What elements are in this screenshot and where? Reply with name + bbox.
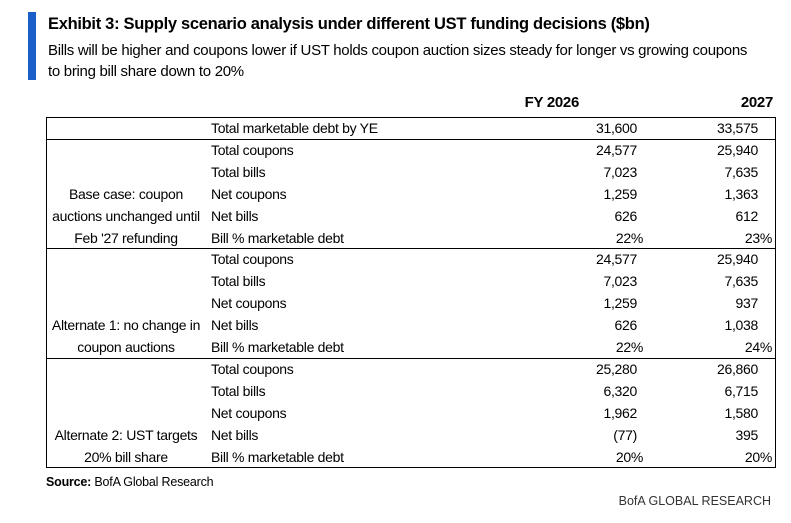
value-cell: 1,259 xyxy=(603,295,637,312)
value-cell: 22% xyxy=(615,229,643,246)
source-text: BofA Global Research xyxy=(94,475,214,489)
group-label: Feb '27 refunding xyxy=(74,229,178,246)
value-cell: 1,363 xyxy=(724,185,758,202)
value-cell: 395 xyxy=(735,426,759,443)
row-label: Net coupons xyxy=(211,404,287,421)
value-cell: 22% xyxy=(615,339,643,355)
rule xyxy=(46,248,776,250)
rule xyxy=(46,357,776,359)
value-cell: 1,259 xyxy=(603,185,637,202)
value-cell: 626 xyxy=(614,317,638,334)
group-label: Alternate 1: no change in xyxy=(51,317,201,334)
group-label: Base case: coupon xyxy=(69,185,183,202)
value-cell: 24,577 xyxy=(595,141,637,158)
source: Source: BofA Global Research xyxy=(46,475,214,489)
group-label: Alternate 2: UST targets xyxy=(54,426,198,443)
row-label: Total bills xyxy=(211,382,266,399)
value-cell: 26,860 xyxy=(716,360,758,377)
value-cell: 1,038 xyxy=(724,317,758,334)
value-cell: 33,575 xyxy=(716,120,758,136)
source-label: Source: xyxy=(46,475,92,489)
row-label: Total coupons xyxy=(211,360,294,377)
value-cell: 1,962 xyxy=(603,404,637,421)
group-label: coupon auctions xyxy=(77,339,175,355)
column-header: FY 2026 xyxy=(524,94,580,111)
value-cell: 7,023 xyxy=(603,273,637,290)
subtitle: Bills will be higher and coupons lower i… xyxy=(48,42,748,80)
row-label: Net coupons xyxy=(211,295,287,312)
value-cell: 23% xyxy=(744,229,772,246)
value-cell: 31,600 xyxy=(595,120,637,136)
row-label: Bill % marketable debt xyxy=(211,229,344,246)
value-cell: 25,940 xyxy=(716,251,758,268)
value-cell: 937 xyxy=(735,295,759,312)
value-cell: 24% xyxy=(744,339,772,355)
row-label: Net bills xyxy=(211,207,259,224)
group-label: 20% bill share xyxy=(84,448,168,465)
rule xyxy=(46,467,776,469)
value-cell: 20% xyxy=(615,448,643,465)
value-cell: 6,715 xyxy=(724,382,758,399)
row-label: Net bills xyxy=(211,317,259,334)
value-cell: 612 xyxy=(735,207,759,224)
border xyxy=(775,117,776,468)
value-cell: 25,940 xyxy=(716,141,758,158)
value-cell: 6,320 xyxy=(603,382,637,399)
border xyxy=(46,117,47,468)
row-label: Total marketable debt by YE xyxy=(211,120,378,136)
row-label: Total bills xyxy=(211,163,266,180)
row-label: Net coupons xyxy=(211,185,287,202)
row-label: Bill % marketable debt xyxy=(211,448,344,465)
title: Exhibit 3: Supply scenario analysis unde… xyxy=(48,15,650,33)
value-cell: 24,577 xyxy=(595,251,637,268)
value-cell: 7,023 xyxy=(603,163,637,180)
column-header: 2027 xyxy=(740,94,773,111)
group-label: auctions unchanged until xyxy=(52,207,200,224)
value-cell: 7,635 xyxy=(724,163,758,180)
rule xyxy=(46,117,776,118)
value-cell: 1,580 xyxy=(724,404,758,421)
row-label: Total coupons xyxy=(211,141,294,158)
value-cell: (77) xyxy=(613,426,637,443)
value-cell: 7,635 xyxy=(724,273,758,290)
row-label: Total bills xyxy=(211,273,266,290)
brand: BofA GLOBAL RESEARCH xyxy=(618,494,771,508)
value-cell: 626 xyxy=(614,207,638,224)
value-cell: 20% xyxy=(744,448,772,465)
rule xyxy=(46,138,776,140)
row-label: Net bills xyxy=(211,426,259,443)
value-cell: 25,280 xyxy=(595,360,637,377)
row-label: Total coupons xyxy=(211,251,294,268)
accent-bar xyxy=(28,12,36,80)
row-label: Bill % marketable debt xyxy=(211,339,344,355)
